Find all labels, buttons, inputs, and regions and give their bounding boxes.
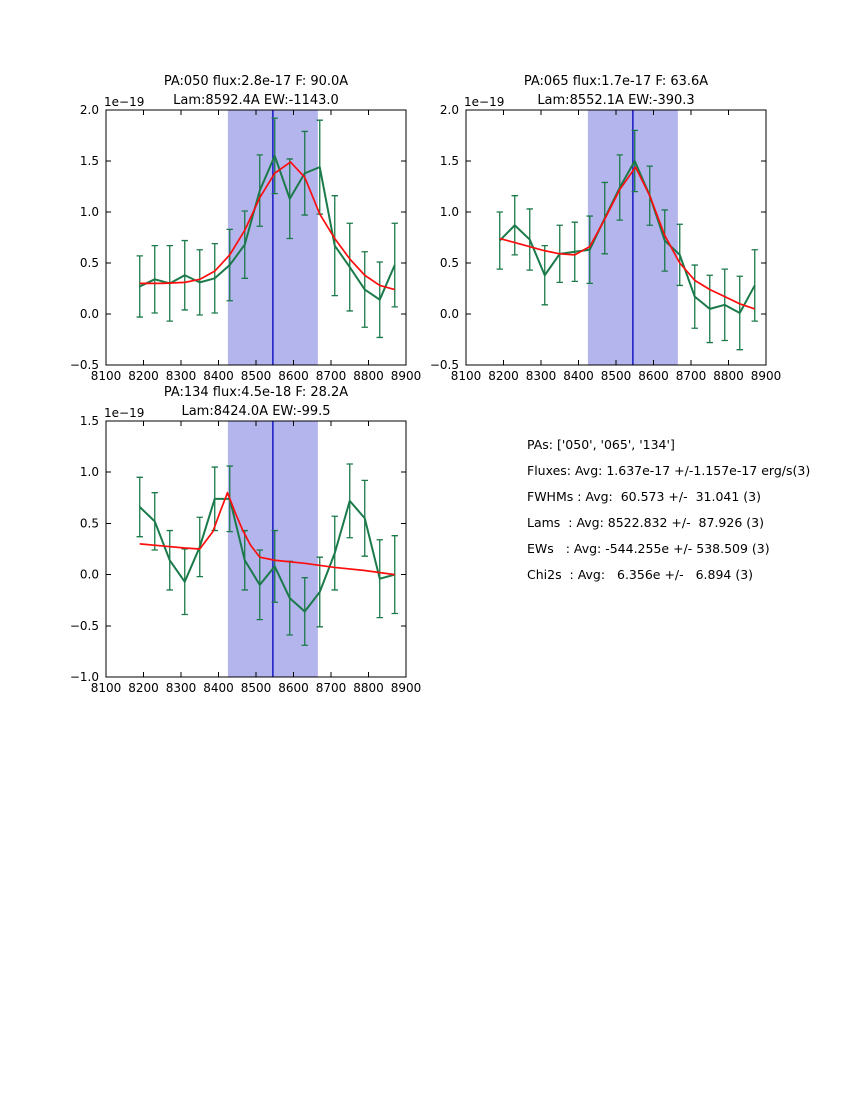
x-tick-label: 8100: [451, 369, 482, 383]
error-bar: [391, 222, 398, 308]
spectrum-plot-pa065: PA:065 flux:1.7e-17 F: 63.6A Lam:8552.1A…: [430, 74, 781, 383]
plot-canvas: 8100 8200 8300 8400 8500 8600 8700 8800 8900 2.0 1…: [70, 103, 421, 383]
error-bar: [136, 476, 143, 538]
y-tick-label: 2.0: [80, 103, 99, 117]
fit-line: [139, 491, 395, 576]
x-tick-label: 8500: [241, 681, 272, 695]
x-tick-label: 8300: [526, 369, 557, 383]
y-tick-label: 1.5: [80, 414, 99, 428]
x-tick-label: 8300: [166, 681, 197, 695]
y-tick-label: 2.0: [440, 103, 459, 117]
x-tick-label: 8500: [601, 369, 632, 383]
x-tick-label: 8800: [353, 369, 384, 383]
y-tick-label: 0.5: [80, 516, 99, 530]
y-axis-offset-label: 1e−19: [464, 95, 505, 109]
x-tick-label: 8700: [676, 369, 707, 383]
stats-line-chi2s: Chi2s : Avg: 6.356e +/- 6.894 (3): [527, 567, 754, 582]
x-tick-label: 8400: [563, 369, 594, 383]
x-tick-label: 8100: [91, 681, 122, 695]
spectrum-plot-pa050: PA:050 flux:2.8e-17 F: 90.0A Lam:8592.4A…: [70, 74, 421, 383]
y-tick-label: −0.5: [70, 358, 99, 372]
stats-line-fluxes: Fluxes: Avg: 1.637e-17 +/-1.157e-17 erg/…: [527, 463, 811, 478]
y-tick-label: 0.0: [80, 307, 99, 321]
x-tick-label: 8900: [391, 369, 422, 383]
spectrum-line: [139, 154, 396, 301]
y-axis-offset-label: 1e−19: [104, 95, 145, 109]
spectrum-line: [499, 160, 756, 314]
y-tick-label: −0.5: [70, 619, 99, 633]
plot-title-line1: PA:065 flux:1.7e-17 F: 63.6A: [523, 74, 709, 89]
plot-canvas: 8100 8200 8300 8400 8500 8600 8700 8800 8900 2.0 1…: [430, 103, 781, 383]
y-tick-label: −0.5: [430, 358, 459, 372]
stats-line-fwhms: FWHMs : Avg: 60.573 +/- 31.041 (3): [527, 489, 761, 504]
y-tick-label: 0.5: [440, 256, 459, 270]
x-tick-label: 8100: [91, 369, 122, 383]
x-tick-label: 8800: [353, 681, 384, 695]
plot-title-line1: PA:050 flux:2.8e-17 F: 90.0A: [163, 74, 349, 89]
x-tick-label: 8700: [316, 369, 347, 383]
stats-line-pas: PAs: ['050', '065', '134']: [527, 437, 675, 452]
x-tick-label: 8600: [638, 369, 669, 383]
x-tick-label: 8200: [128, 369, 159, 383]
x-tick-label: 8700: [316, 681, 347, 695]
axes-frame: [465, 109, 767, 366]
x-tick-label: 8200: [128, 681, 159, 695]
x-tick-label: 8600: [278, 681, 309, 695]
fit-line: [499, 166, 756, 310]
summary-stats-panel: PAs: ['050', '065', '134'] Fluxes: Avg: …: [527, 432, 810, 588]
plot-title-line2: Lam:8592.4A EW:-1143.0: [173, 93, 339, 108]
x-tick-label: 8200: [488, 369, 519, 383]
stats-line-ews: EWs : Avg: -544.255e +/- 538.509 (3): [527, 541, 770, 556]
y-tick-label: 0.5: [80, 256, 99, 270]
x-tick-label: 8400: [203, 681, 234, 695]
plot-title-line2: Lam:8424.0A EW:-99.5: [181, 404, 331, 419]
fit-line: [139, 161, 395, 291]
y-axis-offset-label: 1e−19: [104, 406, 145, 420]
plot-canvas: 8100 8200 8300 8400 8500 8600 8700 8800 8900 1.5 1…: [70, 414, 421, 695]
y-tick-label: 1.0: [80, 205, 99, 219]
plot-title: PA:134 flux:4.5e-18 F: 28.2A Lam:8424.0A…: [66, 383, 446, 421]
spectrum-line: [139, 497, 396, 613]
stats-line-lams: Lams : Avg: 8522.832 +/- 87.926 (3): [527, 515, 764, 530]
plot-title-line1: PA:134 flux:4.5e-18 F: 28.2A: [163, 385, 349, 400]
x-tick-label: 8400: [203, 369, 234, 383]
y-tick-label: 0.0: [440, 307, 459, 321]
x-tick-label: 8900: [751, 369, 782, 383]
x-tick-label: 8500: [241, 369, 272, 383]
plot-title: PA:065 flux:1.7e-17 F: 63.6A Lam:8552.1A…: [426, 72, 806, 110]
y-tick-label: 1.5: [80, 154, 99, 168]
y-tick-label: 1.0: [440, 205, 459, 219]
plot-title-line2: Lam:8552.1A EW:-390.3: [537, 93, 695, 108]
y-tick-label: 0.0: [80, 568, 99, 582]
x-tick-label: 8900: [391, 681, 422, 695]
x-tick-label: 8300: [166, 369, 197, 383]
axes-frame: [105, 420, 407, 678]
y-tick-label: 1.5: [440, 154, 459, 168]
y-tick-label: −1.0: [70, 670, 99, 684]
x-tick-label: 8800: [713, 369, 744, 383]
spectrum-plot-pa134: PA:134 flux:4.5e-18 F: 28.2A Lam:8424.0A…: [70, 385, 421, 695]
axes-frame: [105, 109, 407, 366]
y-tick-label: 1.0: [80, 465, 99, 479]
plot-title: PA:050 flux:2.8e-17 F: 90.0A Lam:8592.4A…: [66, 72, 446, 110]
x-tick-label: 8600: [278, 369, 309, 383]
